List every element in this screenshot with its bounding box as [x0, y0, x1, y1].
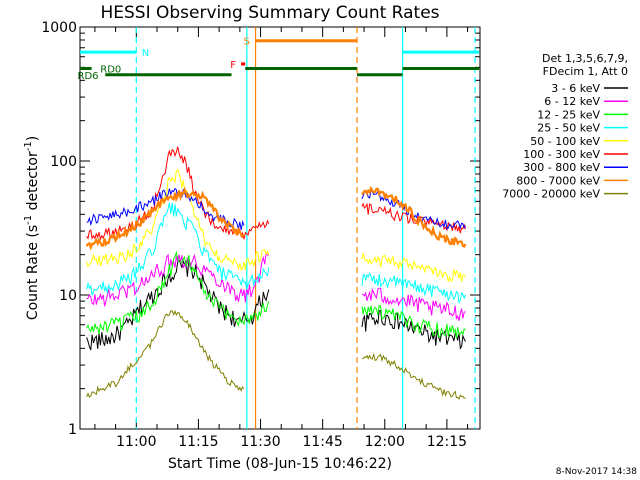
x-tick-label: 11:00 [116, 434, 156, 450]
series-trace [361, 202, 466, 234]
state-bar-label: F [230, 60, 236, 71]
series-trace [86, 250, 270, 334]
series-trace [86, 309, 245, 398]
state-bar-label: N [142, 48, 149, 59]
series-trace [361, 304, 466, 339]
state-bar-label: RD0 [100, 65, 121, 76]
y-tick-label: 10 [59, 288, 77, 304]
series-trace [86, 169, 270, 272]
y-tick-label: 1000 [41, 20, 77, 36]
plot-axes: 1 10 100 1000 11:00 11:15 11:30 11:45 12:00 12:15 [41, 20, 481, 450]
series-trace [86, 187, 245, 230]
legend-entry-label: 300 - 800 keV [523, 161, 600, 174]
x-tick-label: 12:00 [365, 434, 405, 450]
series-trace [86, 251, 269, 307]
series-trace [361, 352, 466, 401]
legend-entry-label: 6 - 12 keV [544, 95, 600, 108]
y-axis-label: Count Rate (s-1 detector-1) [23, 136, 41, 320]
x-axis-label: Start Time (08-Jun-15 10:46:22) [168, 456, 392, 472]
legend: Det 1,3,5,6,7,9,FDecim 1, Att 0 3 - 6 keV… [502, 52, 628, 201]
y-axis-label-mid: detector [25, 151, 41, 215]
series-trace [361, 287, 466, 321]
series-trace [361, 253, 466, 282]
x-tick-label: 11:15 [178, 434, 218, 450]
chart-title: HESSI Observing Summary Count Rates [100, 3, 439, 23]
legend-entry-label: 100 - 300 keV [523, 148, 600, 161]
y-tick-label: 1 [68, 422, 77, 438]
y-axis-label-sup: -1 [23, 215, 34, 225]
y-tick-label: 100 [50, 154, 77, 170]
series-trace [361, 272, 466, 304]
y-axis-label-sup2: -1 [23, 141, 34, 151]
series-trace [85, 186, 245, 251]
legend-entry-label: 3 - 6 keV [551, 82, 600, 95]
legend-entry-label: 7000 - 20000 keV [502, 188, 600, 201]
state-bar-label: RD6 [78, 71, 99, 82]
series-trace [361, 309, 466, 350]
x-tick-label: 11:30 [240, 434, 280, 450]
x-tick-label: 12:15 [427, 434, 467, 450]
series-trace [86, 202, 270, 296]
x-tick-label: 11:45 [302, 434, 342, 450]
state-bar-label: S [244, 37, 250, 48]
legend-header-line: Det 1,3,5,6,7,9, [542, 52, 628, 65]
series-trace [86, 259, 270, 351]
footer-timestamp: 8-Nov-2017 14:38 [556, 467, 638, 477]
y-axis-label-end: ) [25, 136, 41, 141]
legend-entry-label: 800 - 7000 keV [516, 174, 600, 187]
series-trace [361, 185, 467, 248]
legend-header-line: FDecim 1, Att 0 [543, 65, 628, 78]
legend-entry-label: 25 - 50 keV [537, 122, 600, 135]
legend-entry-label: 50 - 100 keV [530, 135, 600, 148]
plot-frame [79, 26, 481, 430]
data-series [85, 146, 467, 401]
legend-entry-label: 12 - 25 keV [537, 108, 600, 121]
y-axis-label-text: Count Rate (s [25, 225, 41, 320]
